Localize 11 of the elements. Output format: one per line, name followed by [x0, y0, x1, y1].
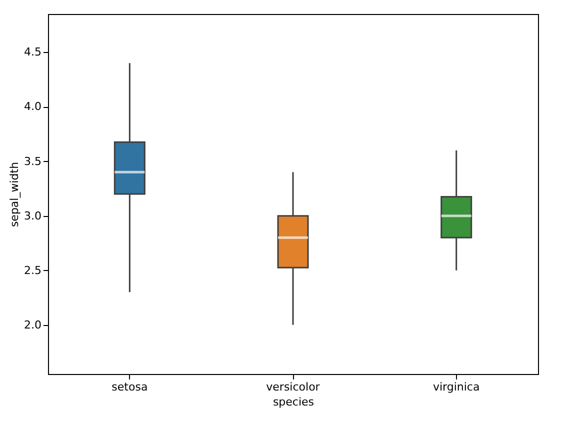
- y-tick-label: 2.5: [24, 264, 42, 277]
- x-tick-label: versicolor: [266, 380, 320, 394]
- y-tick-label: 4.5: [24, 46, 42, 59]
- x-tick-label: setosa: [112, 380, 148, 394]
- x-tick-label: virginica: [432, 380, 480, 394]
- y-axis-title: sepal_width: [8, 162, 22, 228]
- y-tick-label: 2.0: [24, 318, 42, 332]
- y-tick-label: 3.5: [24, 154, 42, 168]
- x-axis-title: species: [272, 396, 314, 408]
- y-tick-label: 4.0: [24, 100, 42, 114]
- y-tick-label: 3.0: [24, 209, 42, 222]
